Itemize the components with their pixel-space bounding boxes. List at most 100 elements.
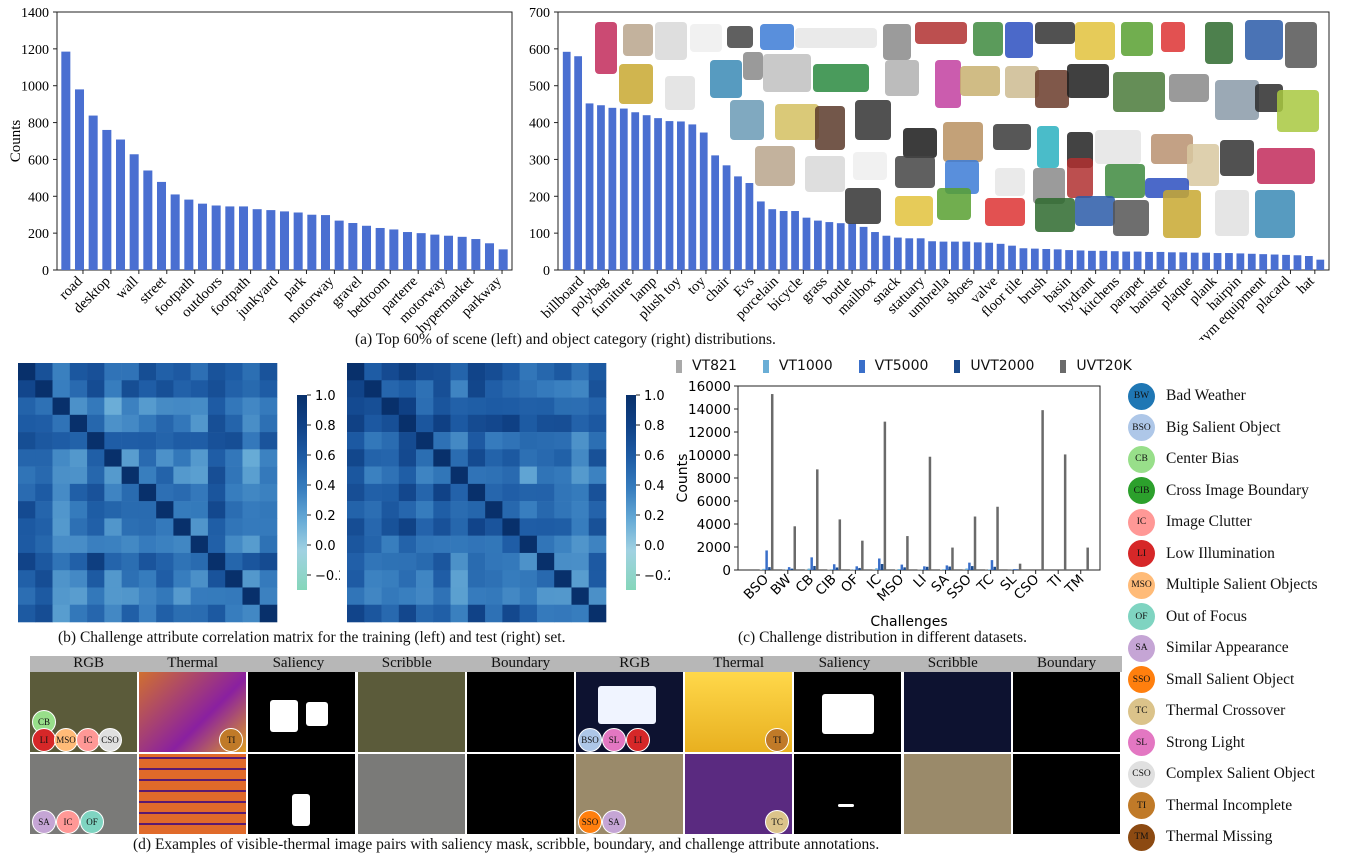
- heatmap-cell: [588, 535, 607, 554]
- heatmap-cell: [259, 466, 278, 485]
- object-thumbnail: [1075, 22, 1115, 60]
- legend-swatch: [676, 359, 682, 373]
- heatmap-cell: [467, 570, 486, 588]
- bar: [945, 565, 949, 570]
- column-header: RGB: [619, 655, 651, 671]
- attribute-badge: SSO: [1128, 666, 1155, 693]
- object-thumbnail: [883, 24, 911, 60]
- heatmap-cell: [18, 501, 36, 519]
- heatmap-cell: [190, 432, 209, 450]
- attribute-legend-item: CB Center Bias: [1128, 445, 1239, 473]
- heatmap-cell: [138, 414, 157, 433]
- attribute-legend-item: LI Low Illumination: [1128, 540, 1275, 568]
- attribute-legend-item: MSO Multiple Salient Objects: [1128, 571, 1318, 599]
- bar: [1053, 249, 1062, 270]
- y-tick-label: 800: [28, 117, 49, 132]
- heatmap-cell: [207, 587, 226, 606]
- object-thumbnail: [730, 100, 764, 140]
- heatmap-cell: [381, 397, 400, 416]
- heatmap-cell: [87, 380, 105, 398]
- bar: [814, 220, 822, 270]
- heatmap-cell: [18, 432, 36, 450]
- heatmap-cell: [381, 414, 400, 433]
- bar: [711, 155, 720, 270]
- heatmap-cell: [121, 363, 140, 381]
- object-thumbnail: [1121, 22, 1153, 56]
- attribute-legend-item: TC Thermal Crossover: [1128, 697, 1285, 725]
- heatmap-cell: [87, 432, 105, 450]
- bar: [156, 181, 167, 270]
- heatmap-cell: [554, 587, 572, 606]
- heatmap-cell: [398, 518, 417, 536]
- heatmap-cell: [502, 587, 520, 606]
- heatmap-cell: [536, 587, 555, 606]
- heatmap-cell: [225, 449, 243, 467]
- heatmap-cell: [87, 518, 105, 536]
- bar: [745, 183, 754, 270]
- object-thumbnail: [1187, 144, 1219, 186]
- x-tick-label: OF: [838, 572, 862, 596]
- bar: [498, 249, 508, 270]
- attribute-tag: TC: [765, 810, 790, 834]
- attribute-label: Thermal Crossover: [1166, 702, 1286, 719]
- heatmap-cell: [138, 363, 157, 381]
- bar: [1042, 248, 1051, 270]
- heatmap-cell: [519, 552, 538, 571]
- attribute-badge: LI: [1128, 540, 1155, 567]
- attribute-tag: IC: [56, 810, 80, 834]
- heatmap-cell: [554, 501, 572, 519]
- attribute-label: Out of Focus: [1166, 607, 1247, 625]
- attribute-label: Big Salient Object: [1166, 418, 1281, 436]
- legend-item: VT1000: [762, 358, 833, 374]
- bar: [858, 567, 861, 570]
- example-column-headers: RGB Thermal Saliency Scribble Boundary RGB The…: [30, 655, 1122, 672]
- attribute-badge: MSO: [1128, 571, 1155, 599]
- bar: [802, 217, 811, 270]
- heatmap-cell: [156, 518, 174, 536]
- bar: [990, 560, 994, 570]
- heatmap-cell: [433, 570, 451, 588]
- heatmap-cell: [519, 397, 538, 416]
- attribute-label: Complex Salient Object: [1166, 765, 1315, 782]
- bar: [1008, 245, 1016, 270]
- bar: [348, 223, 358, 270]
- object-thumbnail: [1035, 70, 1069, 108]
- saliency-shape: [822, 694, 875, 734]
- bar: [631, 112, 640, 270]
- heatmap-cell: [156, 587, 174, 606]
- heatmap-cell: [571, 587, 590, 606]
- legend-label: UVT20K: [1076, 358, 1132, 374]
- attribute-tag: SSO: [578, 810, 602, 834]
- heatmap-cell: [242, 449, 261, 467]
- x-tick-label: chair: [701, 273, 733, 305]
- bar: [883, 421, 887, 570]
- heatmap-cell: [485, 432, 503, 450]
- object-thumbnail: [1005, 22, 1033, 58]
- heatmap-cell: [571, 466, 590, 485]
- heatmap-cell: [156, 397, 174, 416]
- bar: [619, 108, 628, 271]
- heatmap-cell: [433, 380, 451, 398]
- heatmap-cell: [347, 466, 365, 485]
- bar: [334, 220, 344, 270]
- heatmap-cell: [588, 570, 607, 588]
- bar: [1145, 251, 1153, 270]
- bar: [1179, 252, 1188, 270]
- heatmap-cell: [242, 570, 261, 588]
- heatmap-cell: [519, 466, 538, 485]
- object-thumbnail: [1105, 164, 1145, 198]
- heatmap-cell: [433, 449, 451, 467]
- y-tick-label: 200: [28, 227, 49, 242]
- heatmap-cell: [416, 414, 434, 433]
- y-tick-label: 100: [529, 227, 550, 242]
- heatmap-cell: [207, 501, 226, 519]
- example-image: [1012, 754, 1120, 834]
- bar: [996, 243, 1005, 270]
- heatmap-cell: [450, 535, 469, 554]
- challenge-bar-chart: 0 2000 4000 6000 8000 10000 12000 14000 16000 Cou…: [675, 379, 1101, 630]
- heatmap-cell: [190, 466, 209, 485]
- heatmap-cell: [398, 483, 417, 502]
- colorbar: [297, 395, 307, 590]
- y-tick-label: 12000: [688, 425, 731, 441]
- heatmap-cell: [190, 570, 209, 588]
